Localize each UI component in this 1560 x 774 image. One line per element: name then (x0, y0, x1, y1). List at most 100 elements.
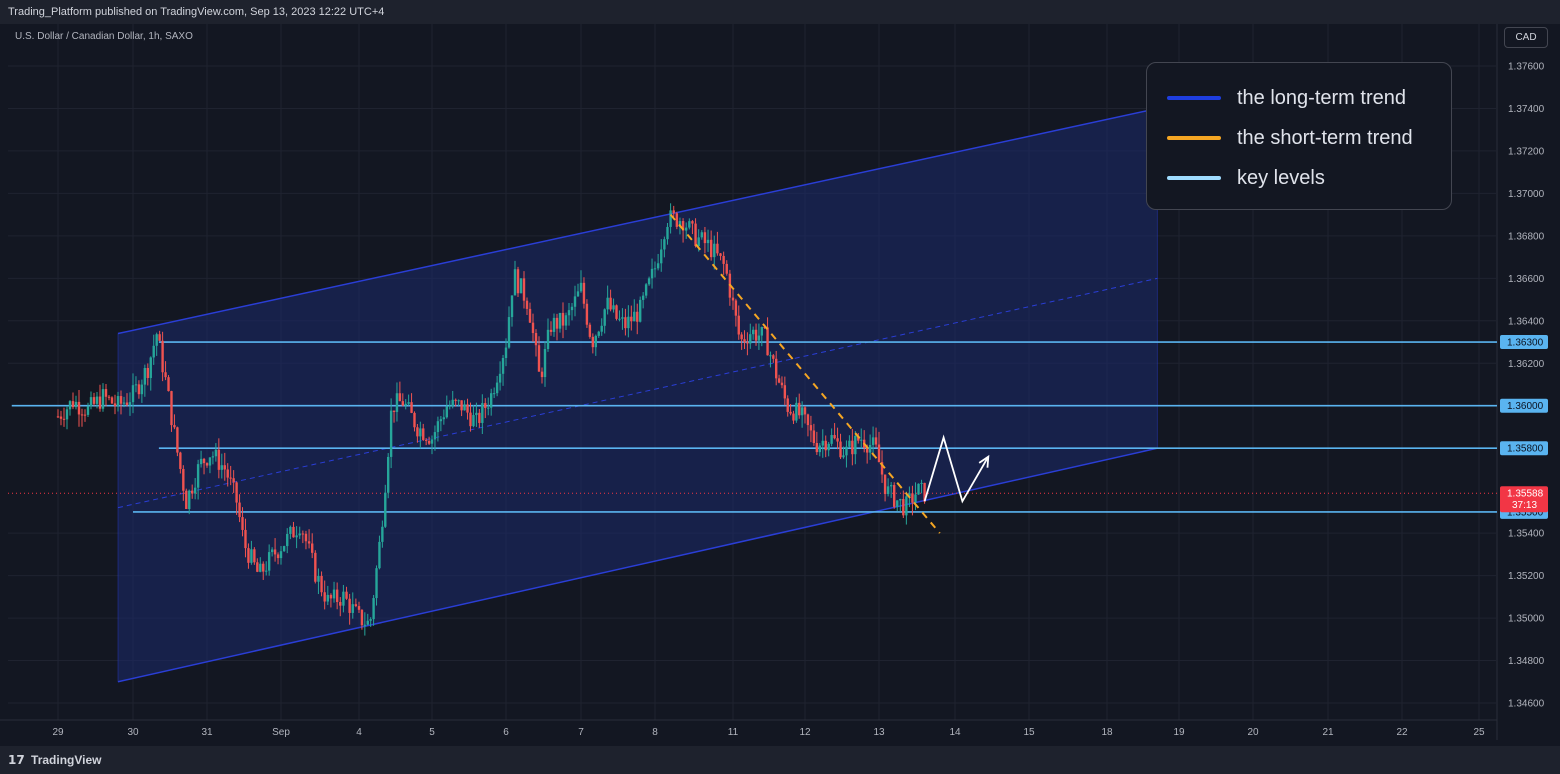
candle-body (134, 384, 138, 386)
candle-body (525, 300, 529, 309)
candle-body (501, 357, 505, 374)
candle-body (241, 517, 244, 530)
candle-body (789, 411, 792, 414)
candle-body (311, 543, 314, 553)
candle-body (772, 355, 775, 359)
candle-body (600, 325, 603, 332)
candle-body (783, 385, 787, 399)
candle-body (65, 409, 69, 420)
candle-body (576, 291, 580, 297)
candle-body (286, 533, 289, 547)
current-price-tag (1500, 486, 1548, 513)
candle-body (481, 403, 484, 423)
candle-body (276, 554, 280, 559)
candle-body (229, 477, 232, 479)
candle-body (469, 412, 472, 427)
candle-body (842, 455, 845, 458)
candle-body (125, 402, 129, 405)
price-tick-label: 1.37000 (1508, 189, 1545, 200)
candle-body (419, 428, 422, 437)
candle-body (430, 439, 434, 444)
current-price-label: 1.35588 (1507, 489, 1544, 500)
candle-body (923, 482, 926, 502)
candle-body (173, 425, 176, 428)
price-tick-label: 1.35000 (1508, 614, 1545, 625)
candle-body (369, 619, 372, 621)
candle-body (454, 399, 457, 401)
candle-body (335, 589, 339, 603)
candle-body (211, 456, 215, 458)
candle-body (104, 389, 108, 397)
candle-body (644, 284, 648, 296)
candle-body (795, 402, 798, 421)
candle-body (128, 402, 132, 405)
price-tick-label: 1.37600 (1508, 62, 1545, 73)
candle-body (716, 243, 719, 254)
candle-body (740, 334, 743, 340)
tradingview-logo[interactable]: 17 TradingView (8, 753, 102, 767)
candle-body (451, 399, 454, 406)
candle-body (460, 400, 463, 411)
price-tick-label: 1.34600 (1508, 699, 1545, 710)
candle-body (845, 446, 848, 456)
candle-body (700, 232, 703, 238)
time-axis[interactable]: 29 30 31 Sep 4 5 6 7 8 11 12 13 14 15 18 19 20 21 22 25 (52, 727, 1485, 738)
candle-body (217, 449, 221, 470)
candle-body (140, 384, 144, 395)
candle-body (196, 464, 200, 488)
candle-body (914, 494, 917, 503)
candle-body (688, 221, 691, 228)
candle-body (422, 428, 425, 440)
candle-body (760, 327, 763, 336)
candle-body (905, 496, 908, 516)
candle-body (392, 410, 396, 412)
time-tick-label: 29 (52, 727, 64, 738)
price-chart[interactable]: 1.37600 1.37400 1.37200 1.37000 1.36800 1.366… (0, 24, 1560, 746)
candle-body (889, 485, 893, 487)
candle-body (107, 396, 111, 398)
candle-body (734, 300, 738, 316)
time-tick-label: 5 (429, 727, 435, 738)
candle-body (886, 486, 890, 495)
candle-body (407, 402, 410, 404)
candle-body (301, 533, 305, 535)
candle-body (827, 443, 830, 451)
currency-button[interactable]: CAD (1504, 27, 1548, 48)
candle-body (860, 439, 863, 441)
legend-item-key-levels: key levels (1167, 163, 1447, 193)
candle-body (868, 444, 872, 453)
candle-body (345, 591, 348, 599)
candle-body (389, 410, 393, 457)
candle-body (77, 401, 81, 415)
candle-body (89, 397, 93, 407)
candle-body (193, 487, 197, 494)
candle-body (854, 435, 857, 455)
short-term-trend-line (669, 213, 941, 534)
long-term-channel (117, 107, 1158, 683)
projection-path (923, 434, 990, 504)
candle-body (188, 490, 191, 509)
candle-body (445, 406, 448, 418)
price-axis[interactable]: 1.37600 1.37400 1.37200 1.37000 1.36800 1.366… (1500, 62, 1548, 710)
key-level-tag-label: 1.36000 (1507, 401, 1544, 412)
candle-body (763, 327, 766, 329)
candle-body (757, 335, 761, 341)
candle-body (56, 416, 60, 418)
candle-body (549, 329, 553, 332)
candle-body (775, 358, 778, 379)
candle-body (433, 432, 437, 440)
candle-body (591, 336, 595, 348)
candle-body (615, 305, 618, 319)
candle-body (624, 317, 627, 329)
candle-body (618, 318, 621, 320)
candle-body (507, 317, 511, 348)
candle-body (650, 268, 654, 279)
candle-body (800, 407, 804, 416)
candle-body (205, 463, 209, 466)
candle-body (59, 416, 63, 419)
candle-body (282, 546, 286, 552)
key-level-tag-label: 1.36300 (1507, 338, 1544, 349)
candle-body (304, 533, 308, 542)
candle-body (314, 552, 317, 582)
candle-body (818, 445, 821, 453)
